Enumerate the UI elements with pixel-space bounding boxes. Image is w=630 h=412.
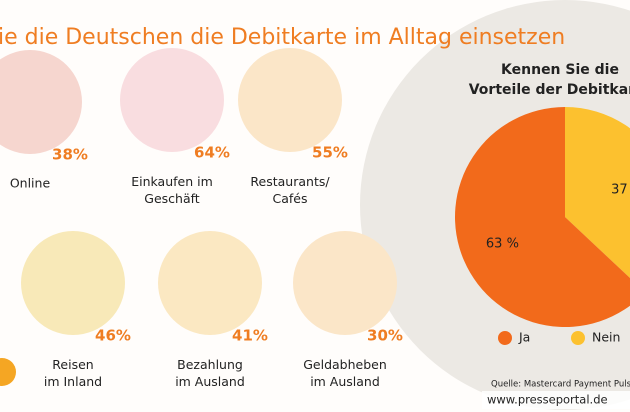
pie-label: 63 %	[486, 237, 519, 252]
value-label: 41%	[232, 327, 268, 345]
icon-circle	[21, 231, 125, 335]
category-label: Einkaufen im Geschäft	[131, 174, 213, 206]
category-label: Online	[10, 176, 51, 191]
icon-circle	[120, 48, 224, 152]
icon-circle	[0, 50, 82, 154]
icon-circle	[238, 48, 342, 152]
category-label: Geldabheben im Ausland	[303, 357, 387, 389]
value-label: 38%	[52, 146, 88, 164]
category-label: Restaurants/Cafés	[250, 174, 330, 206]
icon-circle	[293, 231, 397, 335]
legend-swatch	[571, 331, 585, 345]
pie-slice	[565, 107, 630, 279]
value-label: 55%	[312, 144, 348, 162]
pie-label: 37 %	[611, 182, 630, 197]
title: ie die Deutschen die Debitkarte im Allta…	[0, 25, 565, 50]
pie-slice	[455, 107, 630, 327]
decor-dot	[0, 358, 16, 386]
source: Quelle: Mastercard Payment Puls	[491, 380, 630, 390]
watermark-bg	[482, 391, 630, 409]
category-label: Reisen im Inland	[44, 357, 102, 389]
value-label: 46%	[95, 327, 131, 345]
legend-label: Ja	[518, 330, 530, 345]
icon-circle	[158, 231, 262, 335]
legend-swatch	[498, 331, 512, 345]
value-label: 30%	[367, 327, 403, 345]
watermark: www.presseportal.de	[487, 393, 608, 407]
value-label: 64%	[194, 144, 230, 162]
category-label: Bezahlung im Ausland	[175, 357, 245, 389]
legend-label: Nein	[592, 330, 620, 345]
